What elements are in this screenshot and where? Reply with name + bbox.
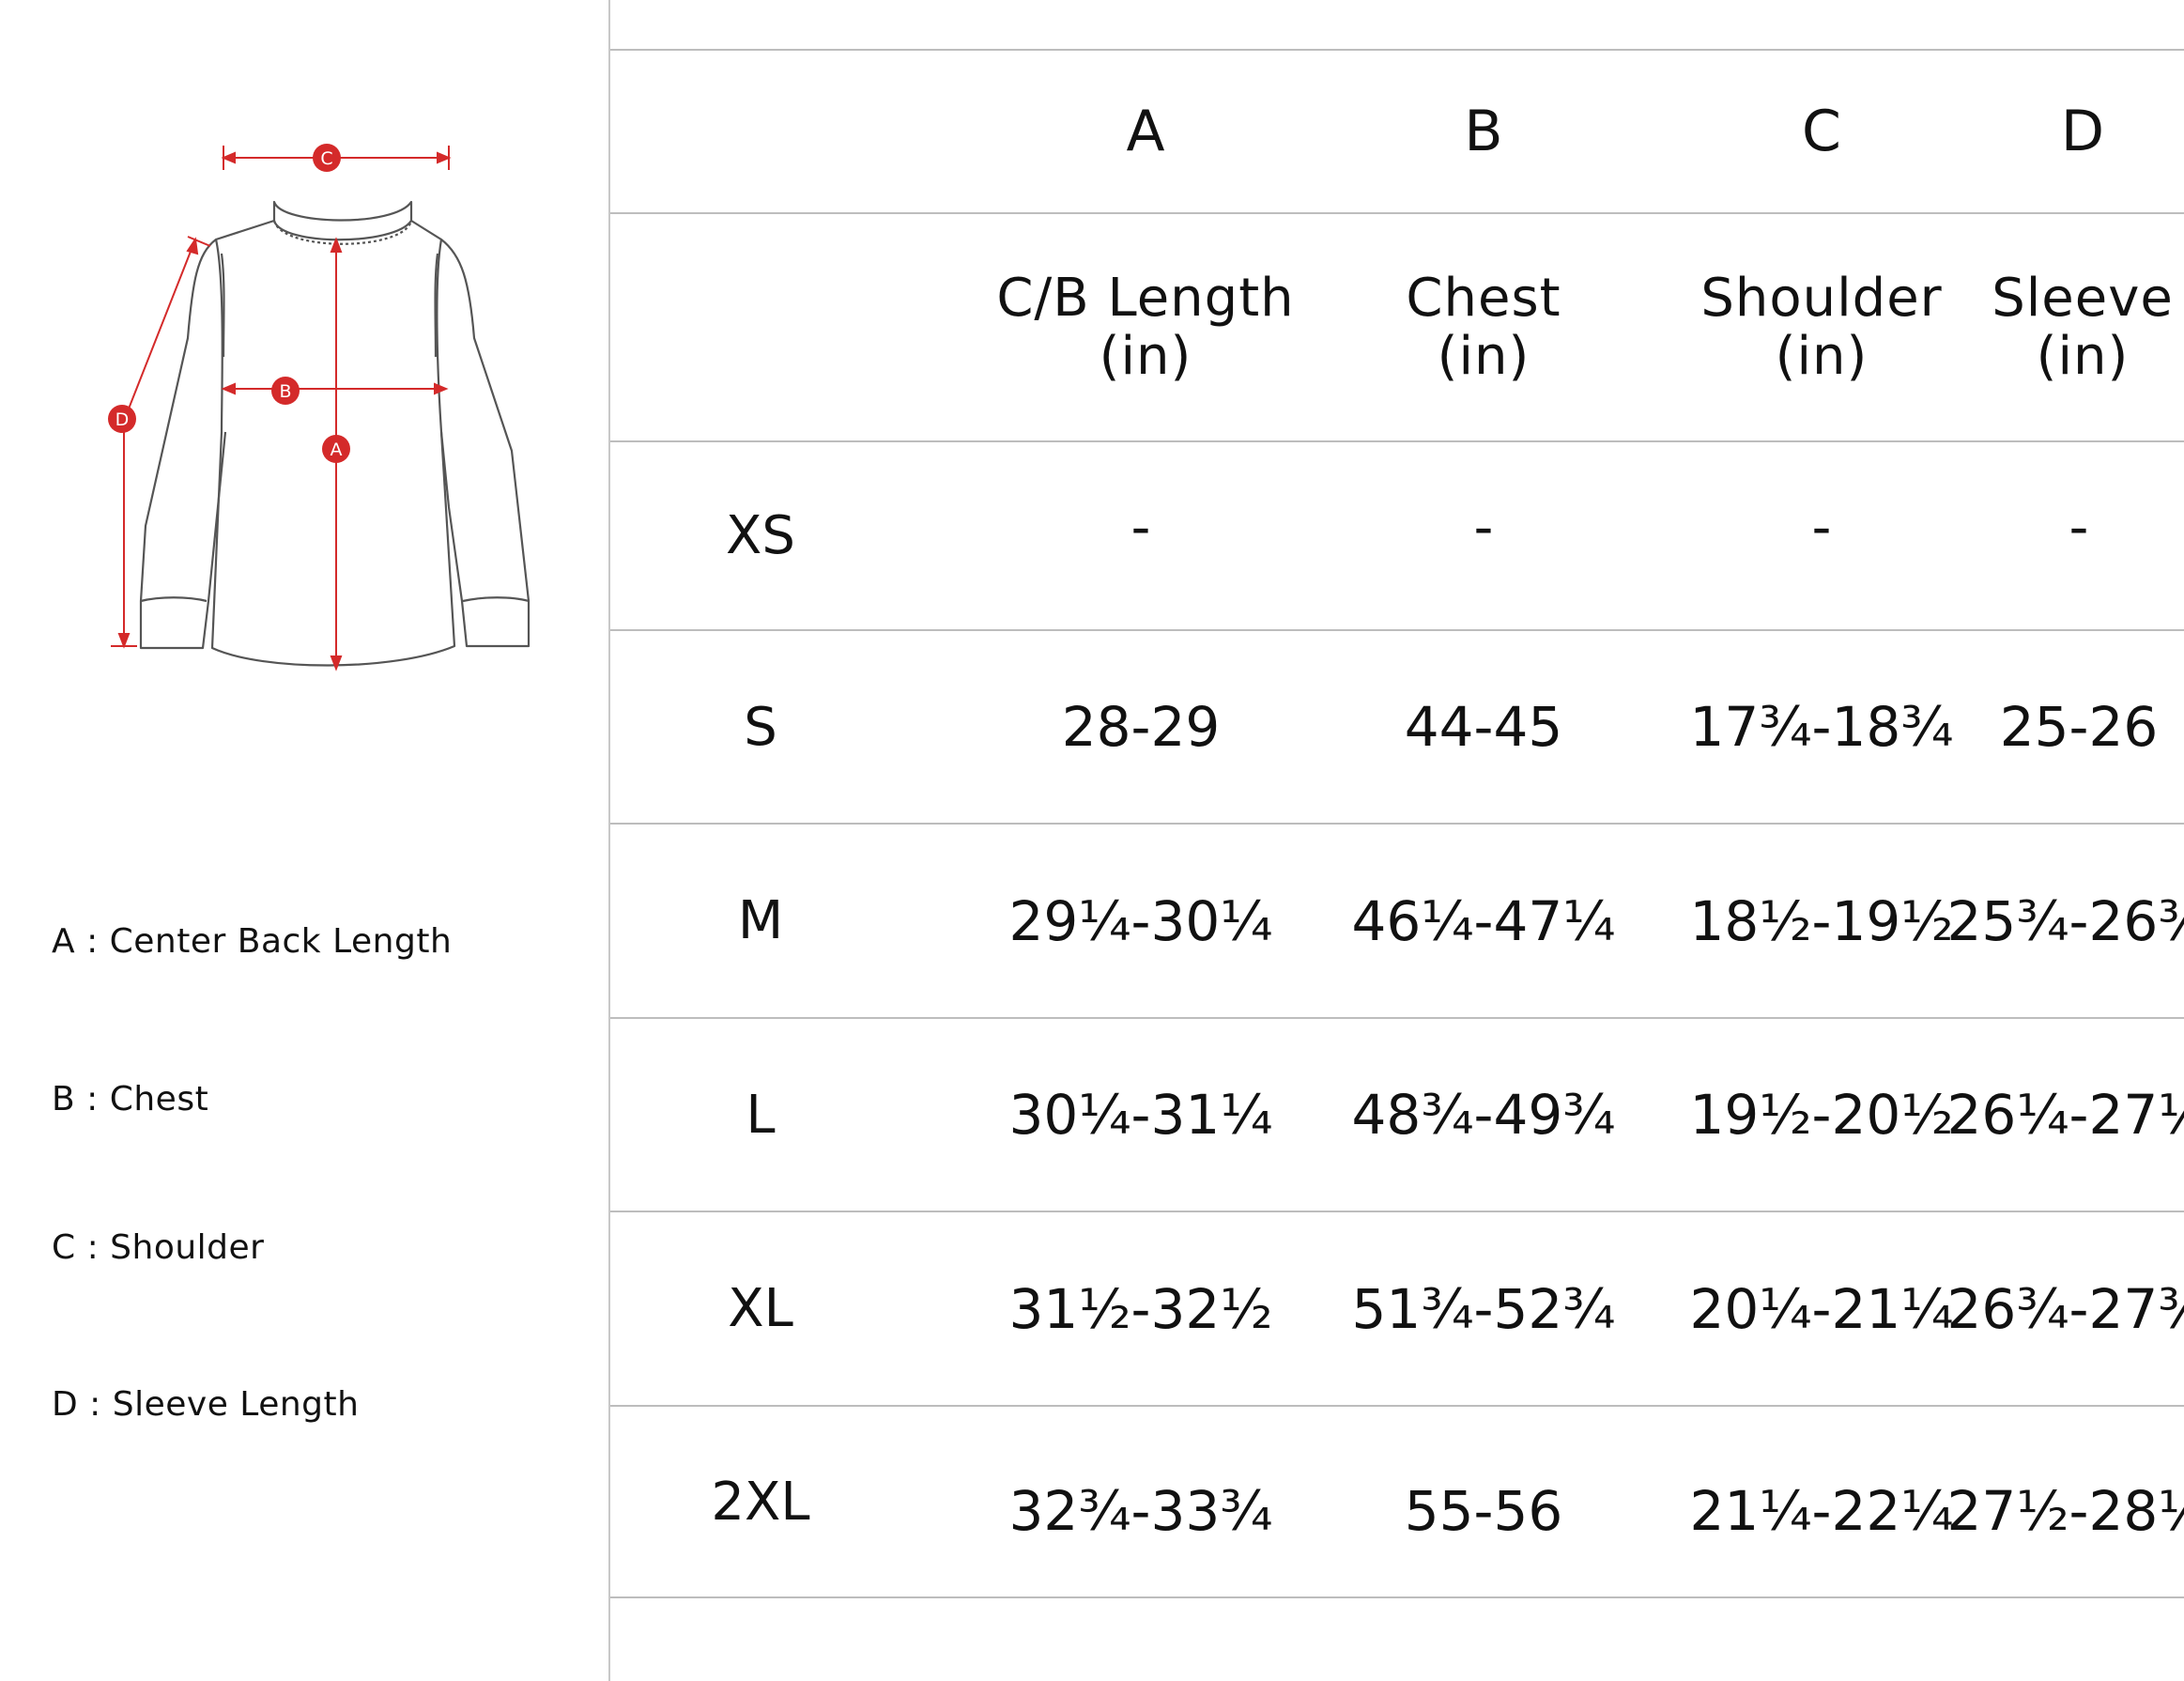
size-label-2xl: 2XL [711, 1471, 810, 1533]
left-panel: C A B [0, 0, 608, 1681]
legend-chest: B : Chest [52, 1080, 209, 1118]
sleeve-measure-line [111, 236, 211, 649]
vertical-divider [608, 0, 610, 1681]
table-cell: 17¾-18¾ [1689, 695, 1954, 759]
table-cell: 18½-19½ [1689, 888, 1954, 953]
size-label-m: M [737, 890, 784, 951]
column-header-unit: (in) [2036, 325, 2130, 387]
table-cell: 28-29 [1061, 695, 1221, 759]
column-header-shoulder: Shoulder (in) [1624, 214, 2019, 440]
column-header-cb-length: C/B Length (in) [948, 214, 1343, 440]
table-rule [610, 49, 2184, 51]
table-cell: 46¼-47¼ [1351, 888, 1616, 953]
chest-measure-line [221, 382, 449, 395]
column-letter-d: D [2060, 99, 2105, 164]
table-cell: 29¼-30¼ [1008, 888, 1273, 953]
table-rule [610, 1596, 2184, 1598]
table-cell: 27½-28½ [1946, 1479, 2184, 1543]
table-cell: 32¾-33¾ [1008, 1479, 1273, 1543]
size-label-s: S [744, 696, 777, 758]
table-rule [610, 1211, 2184, 1212]
svg-text:C: C [320, 148, 332, 169]
table-cell: - [1811, 494, 1832, 559]
table-cell: 19½-20½ [1689, 1083, 1954, 1147]
table-cell: 44-45 [1404, 695, 1563, 759]
table-cell: - [2069, 494, 2089, 559]
column-header-line: Sleeve [1992, 267, 2174, 329]
table-rule [610, 212, 2184, 214]
table-cell: 31½-32½ [1008, 1276, 1273, 1341]
table-cell: - [1130, 494, 1151, 559]
column-header-line: Chest [1406, 267, 1561, 329]
column-header-unit: (in) [1775, 325, 1869, 387]
table-cell: 26¾-27¾ [1946, 1276, 2184, 1341]
column-header-line: Shoulder [1700, 267, 1943, 329]
column-header-unit: (in) [1099, 325, 1192, 387]
table-rule [610, 629, 2184, 631]
column-letter-a: A [1126, 99, 1165, 164]
legend-center-back-length: A : Center Back Length [52, 922, 453, 961]
marker-c: C [313, 144, 341, 172]
marker-d: D [108, 405, 136, 433]
table-cell: 51¾-52¾ [1351, 1276, 1616, 1341]
table-rule [610, 440, 2184, 442]
table-cell: 55-56 [1404, 1479, 1563, 1543]
table-rule [610, 1017, 2184, 1019]
table-cell: 21¼-22¼ [1689, 1479, 1954, 1543]
legend-sleeve-length: D : Sleeve Length [52, 1385, 360, 1424]
size-label-xl: XL [728, 1278, 793, 1339]
table-cell: - [1473, 494, 1494, 559]
table-cell: 48¾-49¾ [1351, 1083, 1616, 1147]
column-header-sleeve: Sleeve (in) [1925, 214, 2184, 440]
table-rule [610, 1405, 2184, 1407]
size-label-l: L [746, 1084, 776, 1146]
svg-text:B: B [279, 381, 291, 402]
legend-shoulder: C : Shoulder [52, 1228, 265, 1267]
marker-a: A [322, 435, 350, 463]
sweatshirt-outline [139, 200, 531, 667]
table-cell: 25¾-26¾ [1946, 888, 2184, 953]
table-cell: 30¼-31¼ [1008, 1083, 1273, 1147]
table-cell: 26¼-27¼ [1946, 1083, 2184, 1147]
marker-b: B [271, 377, 300, 405]
garment-diagram: C A B [108, 144, 531, 671]
svg-text:A: A [331, 440, 343, 460]
column-header-line: C/B Length [996, 267, 1295, 329]
column-letter-c: C [1802, 99, 1841, 164]
table-cell: 25-26 [1999, 695, 2159, 759]
svg-text:D: D [115, 409, 130, 430]
column-header-unit: (in) [1437, 325, 1530, 387]
column-letter-b: B [1464, 99, 1503, 164]
column-header-chest: Chest (in) [1343, 214, 1624, 440]
size-label-xs: XS [726, 505, 795, 566]
size-table: A B C D C/B Length (in) Chest (in) Shoul… [610, 0, 2184, 1681]
table-rule [610, 823, 2184, 825]
table-cell: 20¼-21¼ [1689, 1276, 1954, 1341]
